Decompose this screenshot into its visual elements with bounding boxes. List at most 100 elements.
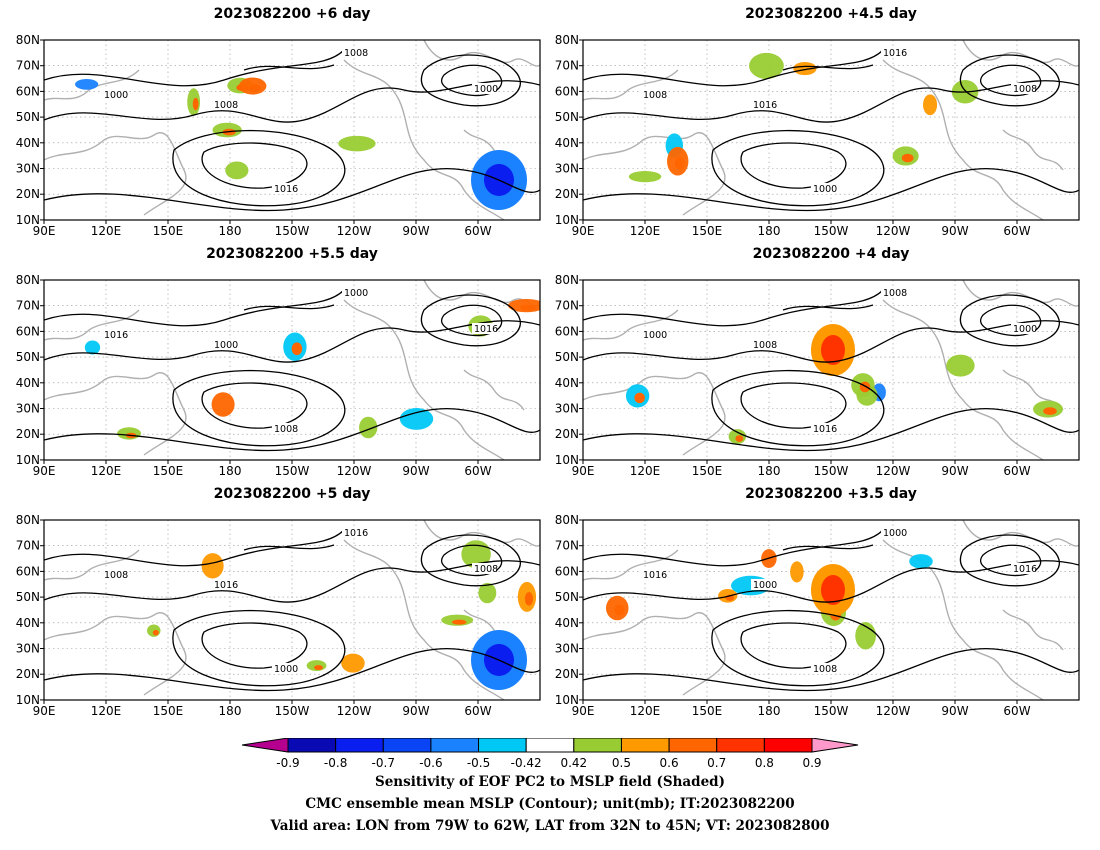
panel-title: 2023082200 +6 day [213,6,371,22]
footer-line-1: Sensitivity of EOF PC2 to MSLP field (Sh… [374,774,726,790]
footer-line-2: CMC ensemble mean MSLP (Contour); unit(m… [305,796,795,812]
lon-tick-label: 120W [337,464,372,478]
lon-tick-label: 90W [402,464,429,478]
map-panel: 1008 1016 1000 1008 1016 80N 70N 60N 50N 40N 30N 20… [16,514,541,718]
lon-tick-label: 90E [33,704,56,718]
lon-tick-label: 90E [33,224,56,238]
colorbar-label: 0.7 [707,756,726,770]
lon-tick-label: 90W [402,704,429,718]
panel-title: 2023082200 +4 day [752,246,910,262]
lon-tick-label: 120W [337,224,372,238]
contour-label: 1000 [274,664,298,675]
colorbar-label: 0.42 [560,756,587,770]
map-panel: 1008 1016 1000 1008 1016 80N 70N 60N 50N 40N 30N 20… [555,34,1080,238]
lat-tick-label: 10N [16,453,40,467]
contour-label: 1008 [753,340,777,351]
colorbar-swatch [335,737,384,753]
lon-tick-label: 120E [630,464,661,478]
lat-tick-label: 60N [16,564,40,578]
lon-tick-label: 120W [876,224,911,238]
lon-tick-label: 150E [153,224,184,238]
panel-title: 2023082200 +5 day [213,486,371,502]
contour-label: 1008 [214,100,238,111]
lat-tick-label: 60N [16,84,40,98]
lat-tick-label: 70N [555,59,579,73]
colorbar-label: -0.9 [276,756,299,770]
colorbar-swatch [430,737,480,753]
lat-tick-label: 80N [16,274,40,287]
lat-tick-label: 40N [16,136,40,150]
lat-tick-label: 60N [555,564,579,578]
lat-tick-label: 70N [16,539,40,553]
colorbar-label: 0.5 [612,756,631,770]
colorbar-swatch [763,737,813,753]
lon-tick-label: 90E [572,464,595,478]
lon-tick-label: 60W [464,224,491,238]
panel-title: 2023082200 +5.5 day [206,246,378,262]
lon-tick-label: 120E [91,224,122,238]
lat-tick-label: 80N [555,274,579,287]
lat-tick-label: 80N [16,514,40,527]
lat-tick-label: 70N [555,299,579,313]
lat-tick-label: 40N [555,616,579,630]
lon-tick-label: 150E [692,464,723,478]
lat-tick-label: 50N [16,590,40,604]
lat-tick-label: 20N [16,427,40,441]
lon-tick-label: 150W [814,704,849,718]
lat-tick-label: 20N [555,187,579,201]
lon-tick-label: 180 [758,704,781,718]
lon-tick-label: 120E [630,224,661,238]
colorbar-swatch [525,737,575,753]
contour-label: 1016 [883,48,907,59]
colorbar-label: -0.6 [419,756,442,770]
colorbar-swatch [382,737,432,753]
lon-tick-label: 180 [219,464,242,478]
colorbar-arrow-left [241,737,289,753]
colorbar-label: -0.5 [467,756,490,770]
contour-label: 1000 [104,90,128,101]
contour-label: 1016 [344,528,368,539]
lat-tick-label: 10N [555,453,579,467]
contour-label: 1000 [643,330,667,341]
lon-tick-label: 150W [275,704,310,718]
lat-tick-label: 30N [555,642,579,656]
contour-label: 1016 [474,324,498,335]
lat-tick-label: 40N [16,616,40,630]
lon-tick-label: 90E [572,704,595,718]
panel-title: 2023082200 +4.5 day [745,6,917,22]
lat-tick-label: 50N [555,590,579,604]
lat-tick-label: 30N [16,402,40,416]
contour-label: 1008 [813,664,837,675]
lon-tick-label: 150W [814,464,849,478]
lon-tick-label: 150W [275,224,310,238]
colorbar-swatch [287,737,337,753]
contour-label: 1000 [753,580,777,591]
colorbar-label: 0.9 [802,756,821,770]
lat-tick-label: 50N [555,110,579,124]
lat-tick-label: 30N [555,402,579,416]
colorbar-swatch [620,737,670,753]
contour-label: 1000 [883,528,907,539]
map-panel: 1016 1000 1008 1016 1000 80N 70N 60N 50N 40N 30N 20… [16,274,541,478]
contour-label: 1016 [214,580,238,591]
colorbar-label: -0.42 [511,756,542,770]
contour-label: 1000 [344,288,368,299]
contour-label: 1000 [214,340,238,351]
colorbar-swatch [668,737,718,753]
lon-tick-label: 120W [876,704,911,718]
lon-tick-label: 180 [758,464,781,478]
lon-tick-label: 90W [941,224,968,238]
contour-label: 1000 [474,84,498,95]
contour-label: 1000 [813,184,837,195]
lon-tick-label: 150W [814,224,849,238]
contour-label: 1008 [104,570,128,581]
lat-tick-label: 50N [16,110,40,124]
contour-label: 1008 [274,424,298,435]
lon-tick-label: 150W [275,464,310,478]
lat-tick-label: 70N [16,59,40,73]
colorbar-swatch [716,737,765,753]
lat-tick-label: 80N [555,514,579,527]
lon-tick-label: 60W [1003,224,1030,238]
lon-tick-label: 90W [402,224,429,238]
lon-tick-label: 120E [630,704,661,718]
